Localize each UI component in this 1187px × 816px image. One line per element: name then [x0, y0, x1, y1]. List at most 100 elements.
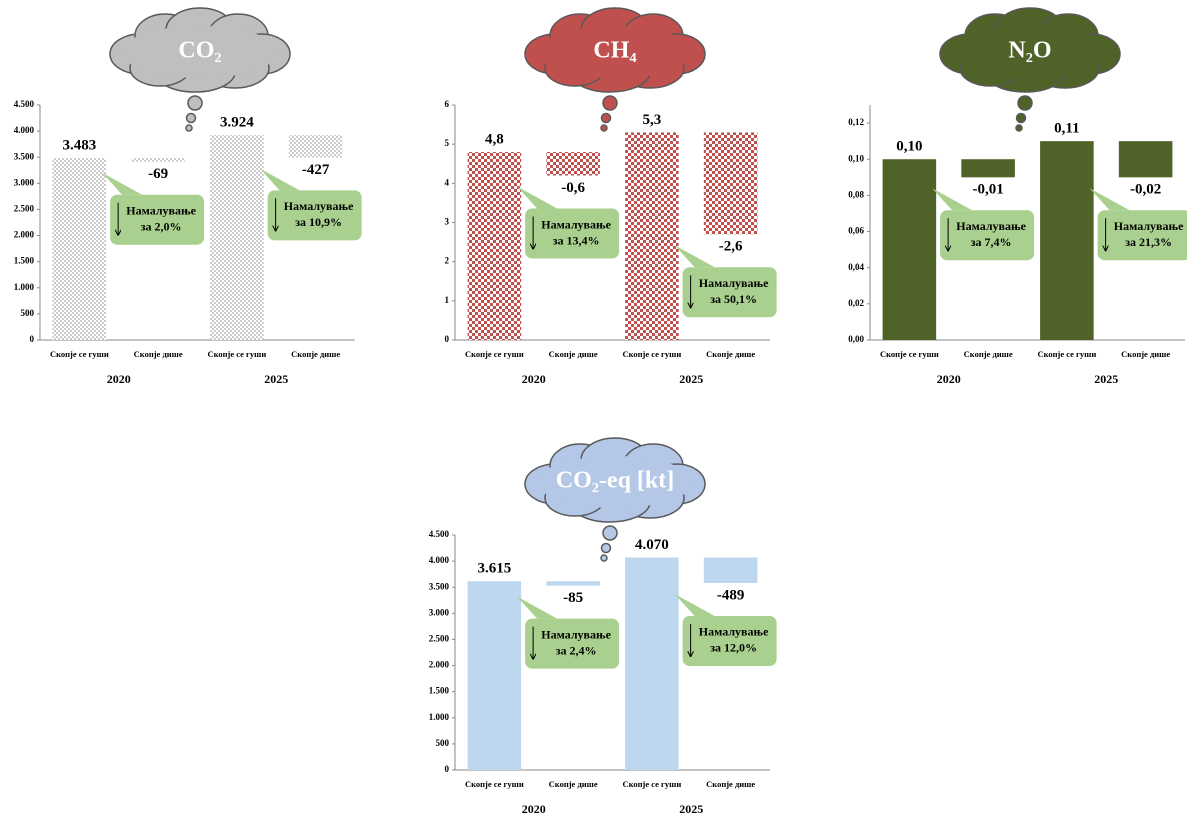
thought-bubble [600, 542, 612, 554]
bar [288, 135, 343, 158]
x-tick-label: Скопје дише [134, 349, 183, 359]
y-tick-label: 0 [445, 334, 450, 344]
callout [517, 596, 558, 619]
y-tick-label: 0,12 [848, 117, 864, 127]
callout [517, 186, 558, 209]
y-tick-label: 4 [445, 177, 450, 187]
value-label: 0,10 [896, 139, 922, 155]
y-tick-label: 500 [436, 738, 450, 748]
cloud-core [537, 26, 693, 78]
group-label: 2025 [679, 802, 703, 816]
y-tick-label: 4.000 [429, 555, 450, 565]
value-label: -0,01 [973, 182, 1004, 198]
y-tick-label: 1.000 [429, 712, 450, 722]
callout [1097, 210, 1187, 261]
callout [682, 267, 777, 318]
callout-text: за 50,1% [710, 292, 757, 306]
y-tick-label: 3.500 [14, 151, 35, 161]
y-tick-label: 4.000 [14, 125, 35, 135]
x-tick-label: Скопје се гуши [50, 349, 109, 359]
group-label: 2020 [522, 372, 546, 386]
chart-ch4: CH₄ 0 1 2 3 4 5 6 Скопје се гуши 4,8 Скопје дише -0… [445, 7, 777, 386]
bar [1118, 141, 1173, 178]
callout [932, 188, 973, 211]
bar [546, 581, 600, 586]
y-tick-label: 0,00 [848, 334, 864, 344]
x-tick-label: Скопје се гуши [207, 349, 266, 359]
group-label: 2025 [264, 372, 288, 386]
callout [682, 615, 777, 666]
value-label: -0,6 [561, 180, 585, 196]
callout [525, 618, 620, 669]
value-label: 4.070 [635, 537, 669, 553]
callout-text: Намалување [1114, 219, 1184, 233]
chart-n2o: N₂O 0,00 0,02 0,04 0,06 0,08 0,10 0,12 Скопје се… [848, 7, 1187, 386]
thought-bubble [602, 525, 618, 541]
cloud-core [122, 26, 278, 78]
bar [467, 581, 522, 770]
value-label: -489 [717, 587, 745, 603]
group-label: 2020 [107, 372, 131, 386]
value-label: 0,11 [1054, 121, 1079, 137]
x-tick-label: Скопје дише [549, 349, 598, 359]
thought-bubble [600, 554, 608, 562]
callout-text: за 7,4% [971, 235, 1012, 249]
y-tick-label: 0,06 [848, 226, 864, 236]
thought-bubble [185, 112, 197, 124]
y-tick-label: 4.500 [14, 99, 35, 109]
thought-bubble [187, 95, 203, 111]
x-tick-label: Скопје дише [1121, 349, 1170, 359]
y-tick-label: 0 [30, 334, 35, 344]
value-label: -427 [302, 162, 330, 178]
value-label: -69 [148, 166, 168, 182]
x-tick-label: Скопје дише [291, 349, 340, 359]
bar [882, 159, 937, 340]
y-tick-label: 0,04 [848, 262, 864, 272]
chart-title: CO₂-eq [kt] [556, 468, 675, 494]
y-tick-label: 3.000 [14, 177, 35, 187]
value-label: 3.483 [63, 138, 97, 154]
x-tick-label: Скопје дише [964, 349, 1013, 359]
value-label: 3.615 [478, 561, 512, 577]
callout [102, 172, 143, 195]
y-tick-label: 3.000 [429, 607, 450, 617]
callout-text: за 13,4% [553, 233, 600, 247]
callout-text: Намалување [956, 219, 1026, 233]
y-tick-label: 1 [445, 295, 450, 305]
y-tick-label: 0 [445, 764, 450, 774]
y-tick-label: 3 [445, 217, 450, 227]
group-label: 2025 [679, 372, 703, 386]
value-label: 5,3 [643, 112, 662, 128]
callout-text: за 2,0% [141, 219, 182, 233]
bar [467, 152, 522, 340]
y-tick-label: 0,02 [848, 298, 864, 308]
callout-text: Намалување [541, 627, 611, 641]
bar [625, 557, 679, 770]
y-tick-label: 3.500 [429, 581, 450, 591]
callout-text: за 21,3% [1125, 235, 1172, 249]
value-label: 4,8 [485, 131, 504, 147]
cloud [524, 7, 706, 93]
cloud-core [537, 456, 693, 508]
bar [703, 557, 758, 583]
chart-co2: CO₂ 0 500 1.000 1.500 2.000 2.500 3.000 3.500 4.0… [14, 7, 362, 386]
thought-bubble [600, 124, 608, 132]
y-tick-label: 2.000 [429, 660, 450, 670]
thought-bubble [600, 112, 612, 124]
y-tick-label: 2.500 [429, 634, 450, 644]
callout-text: за 2,4% [556, 643, 597, 657]
y-tick-label: 5 [445, 138, 450, 148]
callout-text: Намалување [284, 199, 354, 213]
group-label: 2020 [522, 802, 546, 816]
bar [52, 158, 107, 340]
x-tick-label: Скопје се гуши [465, 349, 524, 359]
callout [110, 194, 205, 245]
y-tick-label: 0,10 [848, 153, 864, 163]
bar [131, 158, 185, 162]
callout-text: Намалување [541, 217, 611, 231]
y-tick-label: 1.500 [429, 686, 450, 696]
x-tick-label: Скопје се гуши [880, 349, 939, 359]
group-label: 2025 [1094, 372, 1118, 386]
y-tick-label: 0,08 [848, 189, 864, 199]
bar [961, 159, 1015, 178]
